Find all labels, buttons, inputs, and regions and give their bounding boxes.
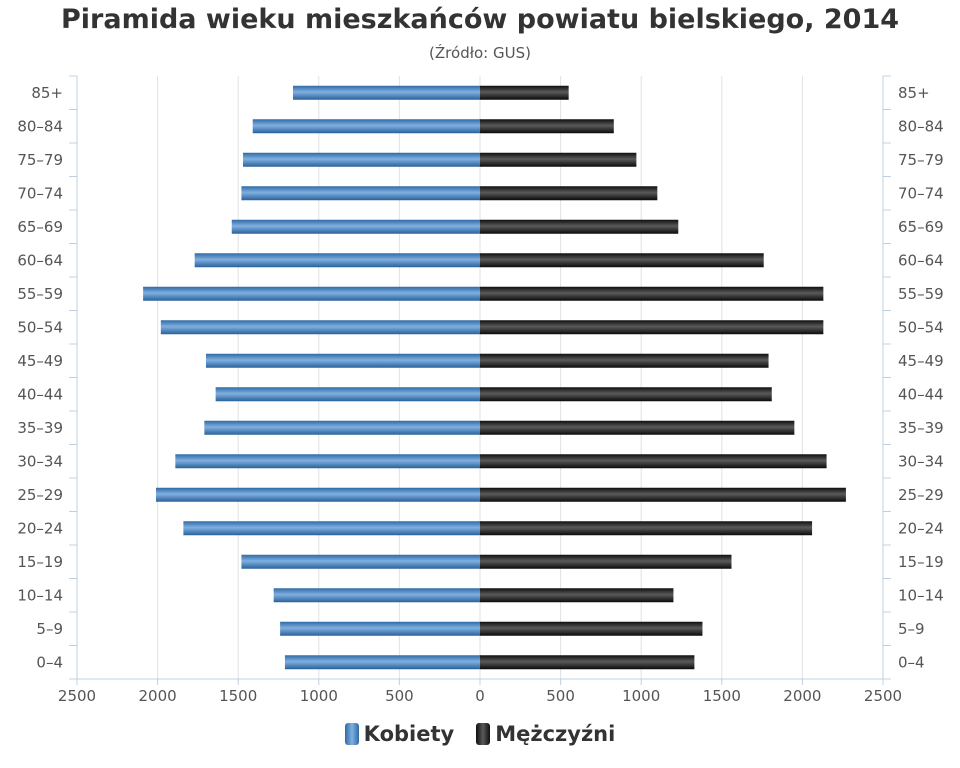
bar-mezczyzni[interactable] (480, 588, 674, 603)
bar-kobiety[interactable] (231, 219, 480, 234)
x-tick-label: 1000 (300, 687, 338, 705)
y-tick-label-right: 25–29 (898, 486, 944, 504)
bar-mezczyzni[interactable] (480, 219, 679, 234)
x-tick-label: 2500 (864, 687, 902, 705)
legend: Kobiety Mężczyźni (0, 722, 960, 746)
bar-mezczyzni[interactable] (480, 454, 827, 469)
y-tick-label-left: 25–29 (17, 486, 63, 504)
x-tick-label: 2000 (783, 687, 821, 705)
y-tick-label-left: 30–34 (17, 452, 63, 470)
y-tick-label-right: 0–4 (898, 653, 925, 671)
y-tick-label-right: 10–14 (898, 586, 944, 604)
x-tick-label: 2500 (58, 687, 96, 705)
bar-mezczyzni[interactable] (480, 253, 764, 268)
bar-mezczyzni[interactable] (480, 186, 658, 201)
y-tick-label-left: 15–19 (17, 553, 63, 571)
y-tick-label-left: 60–64 (17, 251, 63, 269)
y-tick-label-right: 55–59 (898, 285, 944, 303)
y-tick-label-left: 20–24 (17, 519, 63, 537)
y-tick-label-left: 70–74 (17, 184, 63, 202)
bar-kobiety[interactable] (284, 655, 480, 670)
bar-kobiety[interactable] (194, 253, 480, 268)
legend-label-mezczyzni: Mężczyźni (495, 722, 616, 746)
y-tick-label-right: 65–69 (898, 218, 944, 236)
bar-kobiety[interactable] (293, 85, 480, 100)
bar-mezczyzni[interactable] (480, 521, 813, 536)
x-tick-label: 500 (546, 687, 575, 705)
bar-mezczyzni[interactable] (480, 152, 637, 167)
y-tick-label-right: 50–54 (898, 318, 944, 336)
y-tick-label-right: 15–19 (898, 553, 944, 571)
bar-kobiety[interactable] (273, 588, 480, 603)
x-tick-label: 1500 (219, 687, 257, 705)
x-tick-label: 1000 (622, 687, 660, 705)
bar-mezczyzni[interactable] (480, 487, 846, 502)
y-tick-label-right: 75–79 (898, 151, 944, 169)
legend-label-kobiety: Kobiety (363, 722, 455, 746)
bar-mezczyzni[interactable] (480, 85, 569, 100)
bar-kobiety[interactable] (215, 387, 480, 402)
y-tick-label-left: 5–9 (36, 620, 63, 638)
y-tick-label-right: 45–49 (898, 352, 944, 370)
grid-lines (157, 76, 803, 679)
y-tick-label-left: 35–39 (17, 419, 63, 437)
y-tick-label-left: 55–59 (17, 285, 63, 303)
bar-kobiety[interactable] (155, 487, 480, 502)
bar-mezczyzni[interactable] (480, 387, 772, 402)
y-tick-label-left: 40–44 (17, 385, 63, 403)
chart-subtitle: (Źródło: GUS) (429, 44, 531, 62)
bar-kobiety[interactable] (252, 119, 480, 134)
bar-mezczyzni[interactable] (480, 119, 614, 134)
y-tick-label-left: 10–14 (17, 586, 63, 604)
x-tick-label: 500 (385, 687, 414, 705)
bar-kobiety[interactable] (280, 621, 480, 636)
y-tick-label-right: 20–24 (898, 519, 944, 537)
y-tick-label-left: 50–54 (17, 318, 63, 336)
axes (69, 75, 891, 685)
y-tick-label-left: 80–84 (17, 117, 63, 135)
bar-kobiety[interactable] (205, 353, 480, 368)
x-tick-label: 2000 (139, 687, 177, 705)
chart-title: Piramida wieku mieszkańców powiatu biels… (60, 4, 900, 35)
y-tick-label-left: 0–4 (36, 653, 63, 671)
legend-swatch-kobiety (344, 723, 359, 745)
x-tick-label: 1500 (703, 687, 741, 705)
y-tick-label-left: 45–49 (17, 352, 63, 370)
bar-mezczyzni[interactable] (480, 353, 769, 368)
bar-mezczyzni[interactable] (480, 621, 703, 636)
bar-mezczyzni[interactable] (480, 420, 795, 435)
y-tick-label-right: 35–39 (898, 419, 944, 437)
y-tick-label-right: 85+ (898, 84, 930, 102)
bar-mezczyzni[interactable] (480, 286, 824, 301)
bar-kobiety[interactable] (175, 454, 480, 469)
y-tick-label-left: 85+ (31, 84, 63, 102)
bar-mezczyzni[interactable] (480, 655, 695, 670)
bar-mezczyzni[interactable] (480, 554, 732, 569)
bar-kobiety[interactable] (241, 186, 480, 201)
y-tick-label-right: 60–64 (898, 251, 944, 269)
bars (143, 85, 846, 670)
tick-labels: 2500 2000 1500 1000 500 0 500 1000 1500 2000 2500 8… (17, 84, 943, 705)
y-tick-label-left: 75–79 (17, 151, 63, 169)
y-tick-label-right: 70–74 (898, 184, 944, 202)
bar-kobiety[interactable] (241, 554, 480, 569)
y-tick-label-right: 80–84 (898, 117, 944, 135)
legend-item-kobiety[interactable]: Kobiety (344, 722, 455, 746)
y-tick-label-right: 5–9 (898, 620, 925, 638)
x-tick-label: 0 (475, 687, 485, 705)
bar-kobiety[interactable] (143, 286, 481, 301)
bar-kobiety[interactable] (183, 521, 480, 536)
y-tick-label-right: 40–44 (898, 385, 944, 403)
bar-kobiety[interactable] (243, 152, 480, 167)
y-tick-label-left: 65–69 (17, 218, 63, 236)
bar-kobiety[interactable] (160, 320, 480, 335)
y-tick-label-right: 30–34 (898, 452, 944, 470)
bar-kobiety[interactable] (204, 420, 480, 435)
bar-mezczyzni[interactable] (480, 320, 824, 335)
legend-item-mezczyzni[interactable]: Mężczyźni (476, 722, 615, 746)
legend-swatch-mezczyzni (476, 723, 491, 745)
